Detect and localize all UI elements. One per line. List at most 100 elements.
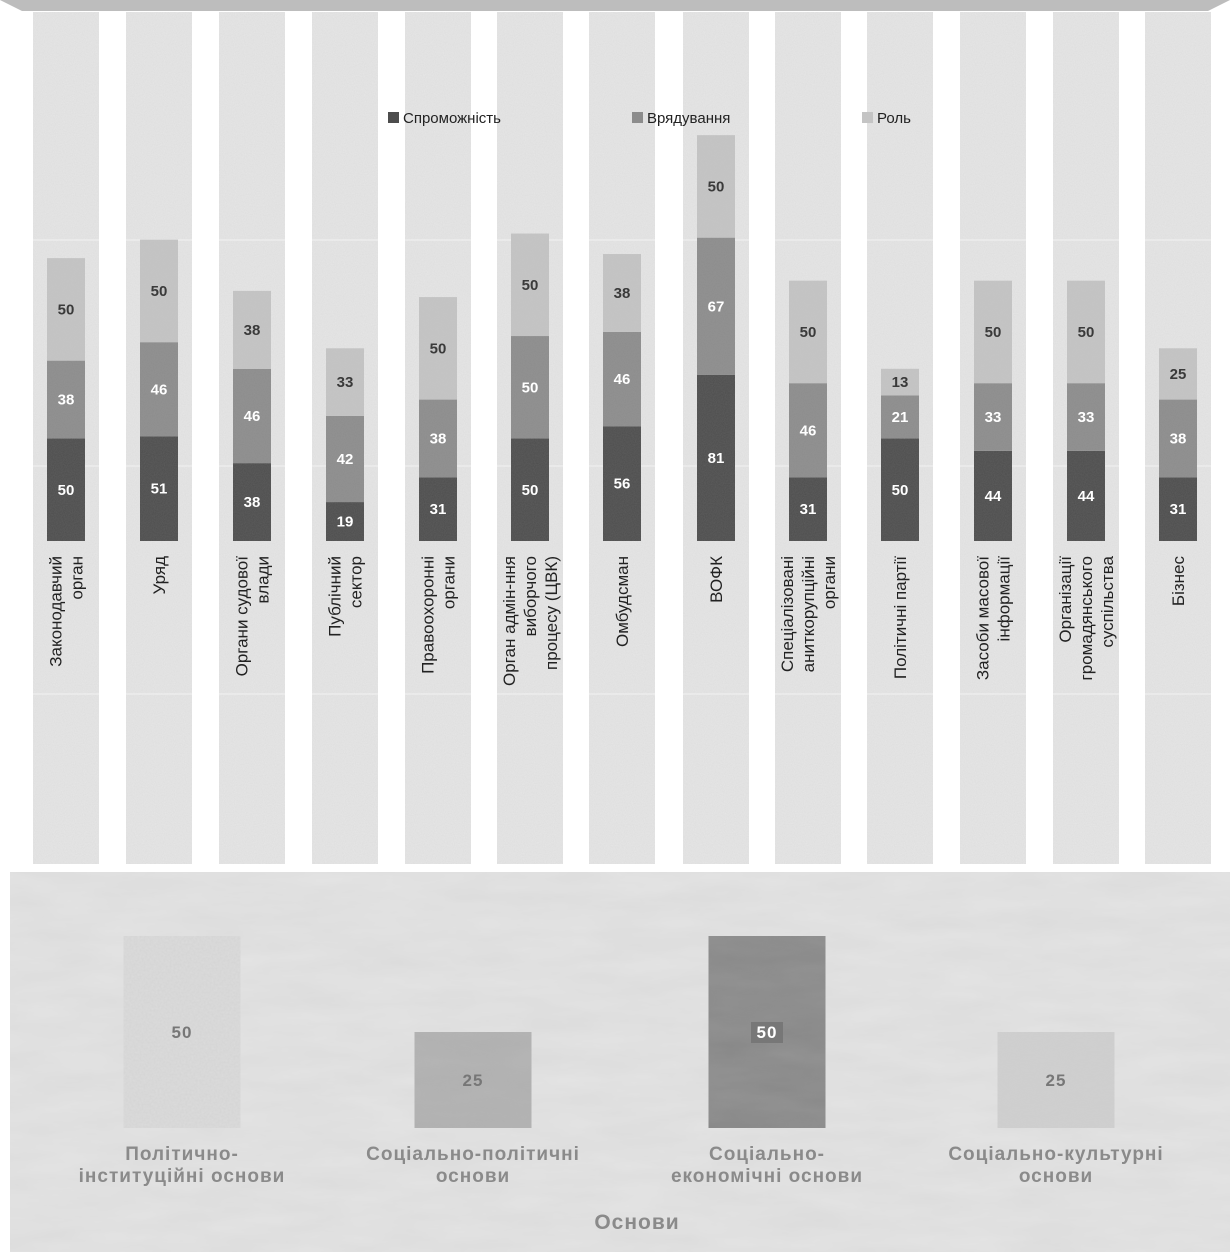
category-label-line: Політично- [125,1144,239,1165]
data-label: 46 [800,422,817,439]
bar-texture [881,368,919,396]
bar-texture [1159,477,1197,541]
data-label: 50 [151,283,168,300]
bar-texture [419,477,457,541]
data-label: 31 [430,501,447,518]
data-label: 50 [430,340,447,357]
bar-texture [603,331,641,427]
category-label-line: інституційні основи [79,1166,286,1187]
category-label: Уряд [150,556,169,595]
category-label-line: аниткорупційні [799,556,818,672]
category-label-line: орган [68,556,87,600]
bar-texture [511,336,549,439]
category-label-line: Політичні партії [891,556,910,679]
data-label: 33 [337,374,354,391]
bar-texture [511,233,549,337]
data-label: 50 [892,482,909,499]
data-label: 46 [614,371,631,388]
data-label: 51 [151,481,168,498]
bar-texture [697,237,735,375]
bar-texture [697,374,735,541]
data-label: 50 [1078,324,1095,341]
category-label: Бізнес [1169,556,1188,607]
data-label: 50 [58,482,75,499]
bar-texture [326,502,364,541]
data-label: 56 [614,476,631,493]
bar-texture [47,258,85,361]
data-label: 38 [614,285,631,302]
data-label: 50 [522,379,539,396]
category-label-line: Правоохоронні [419,556,438,674]
category-label: Організації громадянського суспільства [1056,555,1117,680]
data-label: 50 [522,482,539,499]
category-label-line: Уряд [150,556,169,595]
bar-texture [974,280,1012,384]
data-label: 81 [708,450,725,467]
data-label: 19 [337,514,354,531]
data-label: 67 [708,298,725,315]
data-label: 46 [244,408,261,425]
category-label: Засоби масової інформації [974,556,1014,680]
bar-texture [123,936,241,1128]
stacked-bar-chart: 50 38 50 Законодавчий орган 51 46 50 Уряд 38 46 38 О… [0,0,1230,864]
bar-texture [47,438,85,541]
legend-label: Врядування [647,110,730,127]
bar-texture [881,438,919,541]
category-label-line: громадянського [1077,556,1096,681]
legend-swatch [862,112,873,123]
bar-texture [997,1032,1115,1128]
bar-texture [974,450,1012,541]
data-label: 33 [1078,409,1095,426]
data-label: 21 [892,409,909,426]
foundations-bar-chart: 50 Політично-інституційні основи 25 Соціаль… [10,872,1230,1252]
data-label: 31 [800,501,817,518]
bar-texture [603,254,641,332]
bar-texture [47,360,85,439]
category-label-line: Органи судової [233,556,252,677]
category-label-line: виборчого [521,556,540,636]
category-label-line: Соціально-культурні [948,1144,1163,1165]
data-label: 25 [1170,366,1187,383]
category-label-line: органи [440,556,459,609]
category-label-line: Спеціалізовані [778,556,797,672]
category-label-line: Орган адмін-ння [500,556,519,686]
bar-texture [697,135,735,238]
bar-texture [233,463,271,541]
legend-swatch [632,112,643,123]
bar-texture [233,368,271,464]
bar-texture [511,438,549,541]
data-label: 38 [244,494,261,511]
data-label: 44 [985,488,1002,505]
bar-texture [603,426,641,541]
legend-label: Спроможність [403,110,501,127]
data-label: 50 [522,277,539,294]
data-label: 25 [463,1071,484,1090]
bar-texture [326,415,364,503]
data-label: 31 [1170,501,1187,518]
bar-texture [881,395,919,439]
category-label: Публічний сектор [326,556,366,637]
category-label: Омбудсман [613,556,632,647]
data-label: 38 [430,431,447,448]
bar-texture [789,280,827,384]
data-label: 50 [172,1023,193,1042]
bar-texture [1159,348,1197,400]
category-label-line: Соціально-політичні [366,1144,580,1165]
bar-texture [140,239,178,343]
category-label: Правоохоронні органи [419,556,459,674]
category-label: Політичні партії [891,556,910,679]
category-label-line: ВОФК [707,556,726,603]
data-label: 50 [757,1023,778,1042]
category-label-line: основи [436,1166,510,1187]
bar-texture [1067,450,1105,541]
data-label: 13 [892,374,909,391]
data-label: 50 [800,324,817,341]
data-label: 46 [151,381,168,398]
data-label: 38 [58,392,75,409]
category-label-line: економічні основи [671,1166,863,1187]
category-label-line: інформації [995,556,1014,642]
category-label: Соціально-економічні основи [671,1144,863,1187]
category-label-line: Омбудсман [613,556,632,647]
data-label: 44 [1078,488,1095,505]
